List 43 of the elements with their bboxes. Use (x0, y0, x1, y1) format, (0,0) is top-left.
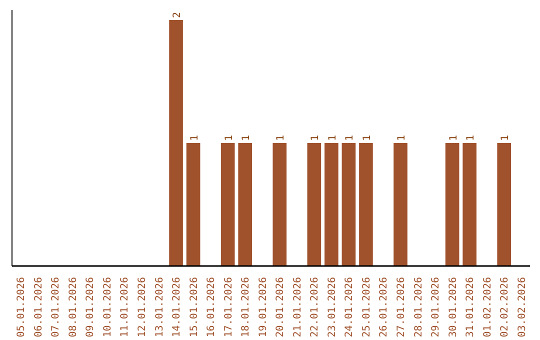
x-tick-label: 26.01.2026 (378, 277, 390, 338)
data-label: 1 (396, 134, 408, 141)
x-tick-label: 12.01.2026 (137, 277, 148, 338)
x-tick-label: 30.01.2026 (448, 277, 459, 338)
data-label: 1 (310, 134, 322, 141)
data-label: 1 (189, 134, 200, 141)
data-label: 1 (327, 134, 338, 141)
x-tick-label: 06.01.2026 (33, 277, 44, 338)
data-label: 1 (500, 134, 512, 141)
x-tick-label: 07.01.2026 (50, 277, 62, 338)
x-tick-label: 05.01.2026 (16, 277, 28, 338)
x-tick-label: 03.02.2026 (516, 277, 528, 338)
x-tick-label: 19.01.2026 (258, 277, 269, 338)
x-tick-label: 22.01.2026 (310, 277, 321, 338)
x-tick-label: 13.01.2026 (154, 277, 166, 338)
x-tick-label: 02.02.2026 (500, 277, 511, 338)
x-tick-label: 23.01.2026 (326, 277, 338, 338)
data-label: 2 (172, 12, 184, 18)
data-label: 1 (362, 134, 373, 141)
x-tick-label: 16.01.2026 (206, 277, 218, 338)
data-label: 1 (344, 134, 356, 141)
x-tick-label: 25.01.2026 (361, 277, 372, 338)
x-tick-label: 11.01.2026 (120, 277, 131, 338)
data-label: 1 (448, 134, 460, 141)
data-label: 1 (276, 134, 287, 141)
x-tick-label: 15.01.2026 (188, 277, 200, 338)
x-tick-label: 08.01.2026 (68, 277, 79, 338)
x-tick-label: 24.01.2026 (344, 277, 356, 338)
x-tick-label: 29.01.2026 (430, 277, 442, 338)
x-tick-label: 28.01.2026 (413, 277, 424, 338)
x-tick-label: 31.01.2026 (465, 277, 476, 338)
x-tick-label: 14.01.2026 (172, 277, 183, 338)
data-label: 1 (241, 134, 252, 141)
x-tick-label: 10.01.2026 (102, 277, 114, 338)
x-tick-label: 18.01.2026 (240, 277, 252, 338)
x-tick-label: 20.01.2026 (275, 277, 286, 338)
x-tick-label: 17.01.2026 (223, 277, 234, 338)
data-label: 1 (466, 134, 477, 141)
x-tick-label: 21.01.2026 (292, 277, 304, 338)
data-label: 1 (224, 134, 235, 141)
x-tick-label: 01.02.2026 (482, 277, 494, 338)
x-tick-label: 09.01.2026 (85, 277, 96, 338)
x-tick-label: 27.01.2026 (396, 277, 407, 338)
